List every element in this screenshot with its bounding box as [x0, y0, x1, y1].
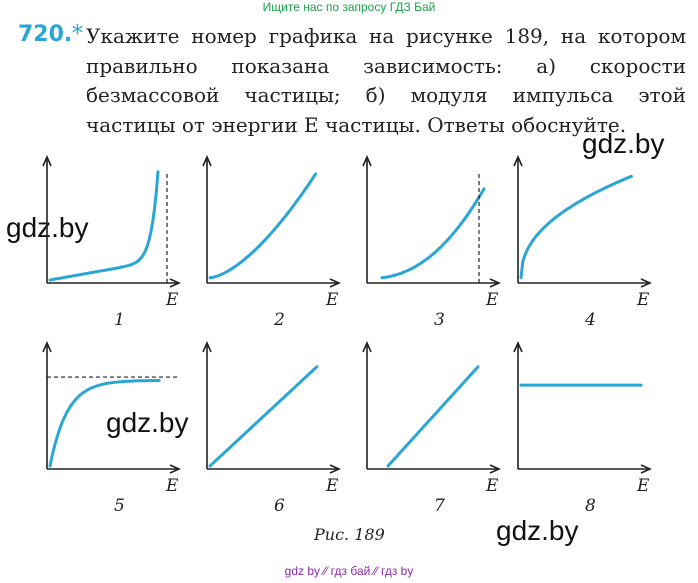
problem-text: Укажите номер графика на рисунке 189, на…: [86, 24, 686, 137]
y-axis-arrow: [202, 155, 212, 167]
axis-label-e: E: [325, 476, 339, 496]
axis-label-e: E: [165, 476, 179, 496]
x-axis-arrow: [489, 464, 501, 474]
graph-number: 5: [114, 496, 125, 516]
x-axis-arrow: [640, 464, 652, 474]
axis-label-e: E: [485, 290, 499, 310]
y-axis-arrow: [362, 155, 372, 167]
graph-number: 7: [434, 496, 445, 516]
axis-label-e: E: [636, 476, 650, 496]
watermark: gdz.by: [496, 515, 579, 546]
top-banner: Ищите нас по запросу ГДЗ Бай: [262, 0, 436, 14]
problem-number: 720.: [18, 22, 73, 47]
y-axis-arrow: [513, 341, 523, 353]
graph-curve: [48, 170, 160, 282]
watermark: gdz.by: [582, 128, 665, 159]
footer-links: gdz by ⁄⁄ гдз бай ⁄⁄ гдз by: [284, 564, 414, 578]
x-axis-arrow: [489, 278, 501, 288]
graph-number: 2: [273, 310, 285, 330]
graph-curve: [519, 174, 633, 280]
y-axis-arrow: [42, 155, 52, 167]
axis-label-e: E: [165, 290, 179, 310]
x-axis-arrow: [169, 278, 181, 288]
axis-label-e: E: [636, 290, 650, 310]
y-axis-arrow: [42, 341, 52, 353]
watermark: gdz.by: [106, 407, 189, 438]
graph-curve: [208, 365, 319, 468]
graph-number: 6: [274, 496, 285, 516]
graph-curve: [48, 379, 161, 468]
y-axis-arrow: [202, 341, 212, 353]
axis-label-e: E: [485, 476, 499, 496]
figure-caption: Рис. 189: [313, 525, 385, 544]
graph-number: 1: [114, 310, 125, 330]
graph-number: 8: [585, 496, 596, 516]
x-axis-arrow: [169, 464, 181, 474]
graph-curve: [386, 365, 480, 468]
graph-number: 4: [584, 310, 596, 330]
graph-number: 3: [434, 310, 445, 330]
graph-curve: [380, 187, 486, 280]
y-axis-arrow: [513, 155, 523, 167]
difficulty-star: *: [72, 22, 83, 47]
x-axis-arrow: [329, 464, 341, 474]
x-axis-arrow: [329, 278, 341, 288]
x-axis-arrow: [640, 278, 652, 288]
axis-label-e: E: [325, 290, 339, 310]
graph-curve: [208, 172, 318, 280]
y-axis-arrow: [362, 341, 372, 353]
